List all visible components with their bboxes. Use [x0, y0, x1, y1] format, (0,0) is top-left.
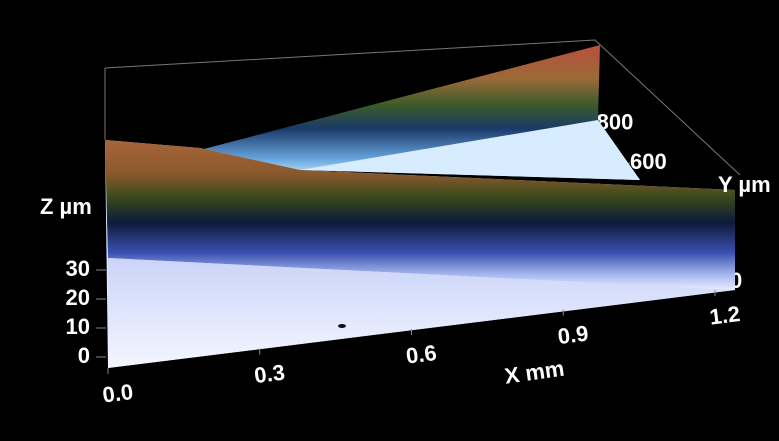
x-tick-label: 0.0 — [101, 379, 134, 408]
x-axis-label: X mm — [503, 356, 566, 389]
x-tick-label: 0.6 — [405, 340, 438, 369]
x-tick-label: 0.9 — [556, 321, 589, 350]
y-tick-label: 600 — [630, 149, 667, 174]
x-tick-label: 1.2 — [708, 301, 741, 330]
z-tick-label: 0 — [78, 343, 90, 368]
page: 0600800 Z µm X mm Y µm 0.00.30.60.91.201… — [0, 0, 779, 441]
z-tick-label: 30 — [66, 256, 90, 281]
x-tick-label: 0.3 — [253, 360, 286, 389]
surface — [105, 45, 735, 368]
y-axis-label: Y µm — [718, 172, 771, 197]
chart: 0600800 Z µm X mm Y µm 0.00.30.60.91.201… — [0, 0, 779, 441]
z-tick-label: 10 — [66, 314, 90, 339]
z-axis-label: Z µm — [40, 194, 92, 219]
z-tick-label: 20 — [66, 285, 90, 310]
